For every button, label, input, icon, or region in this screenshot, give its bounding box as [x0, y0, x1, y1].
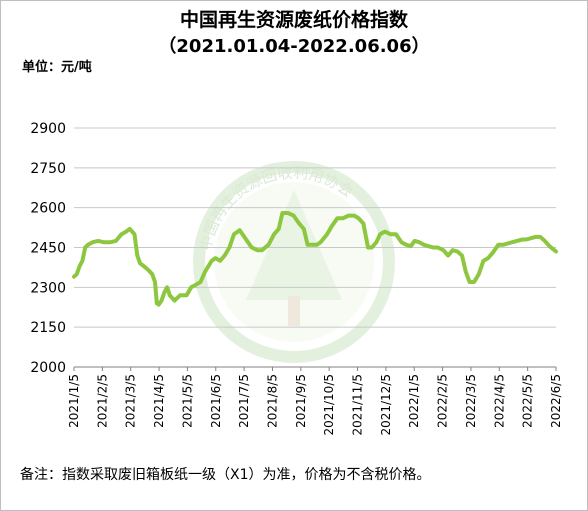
y-tick-label: 2000: [30, 360, 66, 376]
association-watermark-logo: 中国再生资源回收利用协会: [193, 161, 395, 363]
x-tick-label: 2021/12/5: [379, 374, 393, 436]
x-tick-label: 2021/9/5: [294, 374, 308, 428]
x-tick-label: 2021/10/5: [322, 374, 336, 436]
x-tick-label: 2022/1/5: [407, 374, 421, 428]
unit-label: 单位：元/吨: [22, 60, 92, 75]
x-tick-label: 2021/4/5: [152, 374, 166, 428]
chart-subtitle: （2021.01.04-2022.06.06）: [158, 36, 430, 57]
x-tick-label: 2021/7/5: [237, 374, 251, 428]
x-tick-label: 2021/1/5: [67, 374, 81, 428]
chart-title: 中国再生资源废纸价格指数: [179, 9, 408, 31]
y-tick-label: 2450: [30, 241, 66, 257]
y-tick-label: 2900: [30, 121, 66, 137]
price-index-line: [72, 211, 558, 307]
x-tick-label: 2021/6/5: [209, 374, 223, 428]
x-tick-label: 2022/3/5: [464, 374, 478, 428]
y-tick-label: 2300: [30, 280, 66, 296]
y-tick-label: 2750: [30, 161, 66, 177]
x-tick-label: 2021/3/5: [124, 374, 138, 428]
x-tick-label: 2021/11/5: [351, 374, 365, 436]
x-tick-label: 2021/2/5: [95, 374, 109, 428]
x-tick-label: 2021/8/5: [265, 374, 279, 428]
y-tick-label: 2150: [30, 320, 66, 336]
footnote: 备注：指数采取废旧箱板纸一级（X1）为准，价格为不含税价格。: [20, 467, 431, 483]
x-tick-label: 2022/4/5: [492, 374, 506, 428]
x-tick-label: 2022/6/5: [549, 374, 563, 428]
x-tick-label: 2021/5/5: [180, 374, 194, 428]
x-tick-label: 2022/2/5: [436, 374, 450, 428]
y-tick-label: 2600: [30, 201, 66, 217]
x-tick-label: 2022/5/5: [521, 374, 535, 428]
